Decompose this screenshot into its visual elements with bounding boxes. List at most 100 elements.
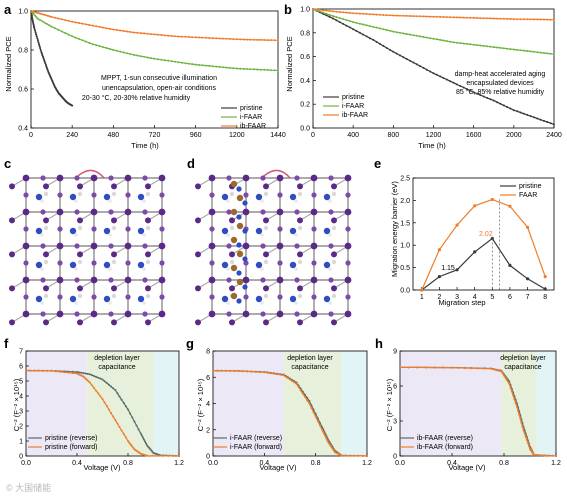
data-point-a bbox=[222, 66, 225, 69]
data-point-b bbox=[486, 96, 489, 99]
data-point-h bbox=[490, 367, 492, 370]
ligand-carbon-atom bbox=[236, 278, 244, 286]
cation-h-atom bbox=[111, 293, 117, 299]
data-point-b bbox=[372, 38, 375, 41]
data-point-b bbox=[355, 12, 358, 15]
data-point-f bbox=[127, 408, 129, 411]
data-point-h bbox=[521, 425, 524, 428]
data-point-a bbox=[39, 19, 42, 22]
region-h-2 bbox=[536, 351, 556, 456]
data-point-h bbox=[544, 454, 546, 457]
ytick-label-f: 2 bbox=[19, 424, 23, 431]
data-point-a bbox=[273, 69, 276, 72]
data-point-b bbox=[409, 15, 412, 17]
data-point-a bbox=[84, 40, 87, 43]
data-point-a bbox=[67, 33, 70, 36]
iodide-atom bbox=[328, 311, 334, 317]
data-point-h bbox=[470, 367, 473, 370]
data-point-a bbox=[45, 14, 48, 17]
iodide-atom bbox=[23, 260, 29, 266]
lead-atom bbox=[263, 217, 269, 224]
data-point-a bbox=[119, 29, 122, 32]
data-point-b bbox=[462, 86, 465, 89]
data-point-b bbox=[469, 43, 472, 46]
data-point-b bbox=[419, 15, 422, 18]
cation-h-atom bbox=[108, 267, 112, 271]
data-point-g bbox=[269, 372, 272, 375]
iodide-atom bbox=[226, 175, 232, 181]
cation-n-atom bbox=[35, 227, 43, 235]
lead-atom bbox=[276, 310, 284, 318]
iodide-atom bbox=[277, 260, 283, 266]
chart-f: 0.0 0.4 0.8 1.2 0 1 2 3 4 5 6 7 bbox=[19, 349, 184, 468]
cation-h-atom bbox=[74, 301, 78, 305]
xtick-label-g: 1.2 bbox=[362, 460, 372, 467]
data-point-e bbox=[490, 197, 494, 202]
data-point-h bbox=[496, 369, 499, 372]
annotation-a: MPPT, 1-sun consecutive illumination une… bbox=[82, 75, 217, 102]
iodide-atom bbox=[142, 277, 148, 283]
iodide-atom bbox=[243, 260, 249, 266]
lead-atom bbox=[229, 285, 235, 292]
data-point-b bbox=[445, 40, 448, 43]
cation-n-atom bbox=[35, 261, 43, 269]
cation-h-atom bbox=[145, 259, 151, 265]
iodide-atom bbox=[209, 226, 215, 232]
data-point-b bbox=[368, 25, 371, 28]
data-point-b bbox=[345, 24, 348, 27]
data-point-a bbox=[57, 28, 60, 31]
data-point-h bbox=[516, 406, 518, 408]
ytick-label-g: 8 bbox=[206, 349, 210, 356]
ylabel-g: C⁻² (F⁻² × 10¹⁵) bbox=[196, 378, 205, 431]
data-point-a bbox=[112, 28, 115, 31]
legend-e-pristine: pristine bbox=[519, 183, 542, 190]
panel-letter-a: a bbox=[4, 2, 12, 17]
data-point-b bbox=[348, 11, 351, 14]
data-point-b bbox=[522, 49, 525, 52]
data-point-b bbox=[435, 15, 438, 18]
data-point-b bbox=[385, 29, 388, 31]
ligand-nitrogen-atom bbox=[236, 242, 242, 248]
data-point-a bbox=[35, 35, 38, 38]
data-point-f bbox=[88, 373, 91, 376]
data-point-f bbox=[118, 395, 121, 398]
data-point-b bbox=[522, 112, 525, 115]
data-point-f bbox=[105, 405, 108, 407]
data-point-g bbox=[344, 454, 347, 457]
data-point-b bbox=[546, 121, 549, 123]
ytick-label-e: 1.5 bbox=[400, 220, 410, 227]
data-point-a bbox=[256, 38, 259, 41]
iodide-atom bbox=[125, 294, 131, 300]
iodide-atom bbox=[57, 294, 63, 300]
data-point-e bbox=[455, 223, 459, 227]
data-point-a bbox=[222, 37, 225, 40]
chart-e: 1 2 3 4 5 6 7 8 0.0 0.5 1.0 1.5 2.0 2.5 bbox=[400, 176, 555, 301]
cation-h-atom bbox=[229, 191, 235, 197]
data-point-b bbox=[532, 116, 535, 119]
data-point-b bbox=[496, 17, 499, 20]
data-point-a bbox=[163, 34, 166, 37]
data-point-a bbox=[180, 35, 183, 38]
data-point-a bbox=[150, 33, 153, 36]
data-point-g bbox=[250, 370, 253, 373]
iodide-atom bbox=[57, 226, 63, 232]
ligand-carbon-atom bbox=[230, 292, 238, 300]
annotation-a-line1: MPPT, 1-sun consecutive illumination bbox=[101, 75, 217, 82]
data-point-h bbox=[464, 367, 466, 369]
iodide-atom bbox=[40, 175, 46, 181]
lead-atom bbox=[77, 217, 83, 224]
lead-atom bbox=[208, 242, 216, 250]
data-point-b bbox=[368, 13, 371, 16]
ytick-label-e: 1.0 bbox=[400, 243, 410, 250]
ytick-label-a: 1.0 bbox=[18, 9, 28, 16]
data-point-b bbox=[479, 94, 482, 97]
cation-h-atom bbox=[108, 199, 112, 203]
data-point-b bbox=[382, 28, 385, 31]
data-point-g bbox=[330, 446, 333, 449]
data-point-b bbox=[345, 11, 348, 14]
legend-h-reverse: ib-FAAR (reverse) bbox=[417, 435, 473, 442]
data-point-a bbox=[146, 32, 149, 35]
data-point-a bbox=[71, 35, 74, 38]
data-point-b bbox=[415, 63, 418, 66]
cation-n-atom bbox=[289, 227, 297, 235]
